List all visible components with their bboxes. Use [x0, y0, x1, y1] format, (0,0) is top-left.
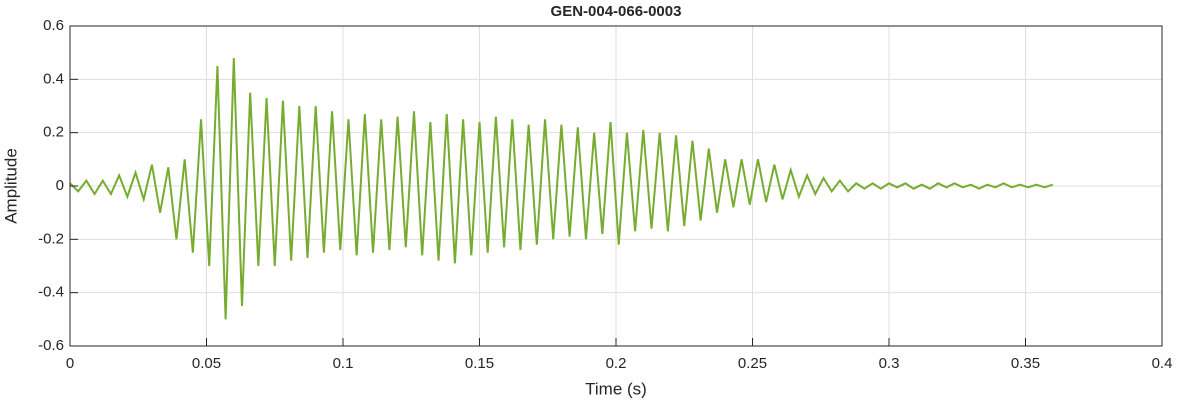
- x-tick-label: 0.3: [879, 355, 900, 372]
- y-tick-label: 0.6: [43, 17, 64, 34]
- chart-title: GEN-004-066-0003: [551, 3, 682, 20]
- ticks: 0 0.05 0.1 0.15 0.2 0.25 0.3 0.35 0.4 -0.6 -0.4 -0.…: [38, 17, 1172, 372]
- x-tick-label: 0.25: [738, 355, 767, 372]
- x-axis-label: Time (s): [585, 379, 647, 398]
- y-tick-label: 0: [56, 177, 64, 194]
- x-tick-label: 0.2: [606, 355, 627, 372]
- plot: [69, 57, 1054, 320]
- y-tick-label: -0.6: [38, 337, 64, 354]
- x-tick-label: 0.1: [333, 355, 354, 372]
- y-tick-label: -0.2: [38, 230, 64, 247]
- x-tick-label: 0.4: [1152, 355, 1173, 372]
- x-tick-label: 0: [66, 355, 74, 372]
- y-axis-label: Amplitude: [1, 148, 20, 224]
- x-tick-label: 0.15: [465, 355, 494, 372]
- y-tick-label: 0.2: [43, 124, 64, 141]
- y-tick-label: -0.4: [38, 284, 64, 301]
- x-tick-label: 0.05: [192, 355, 221, 372]
- x-tick-label: 0.35: [1011, 355, 1040, 372]
- y-tick-label: 0.4: [43, 70, 64, 87]
- waveform-line: [69, 57, 1054, 320]
